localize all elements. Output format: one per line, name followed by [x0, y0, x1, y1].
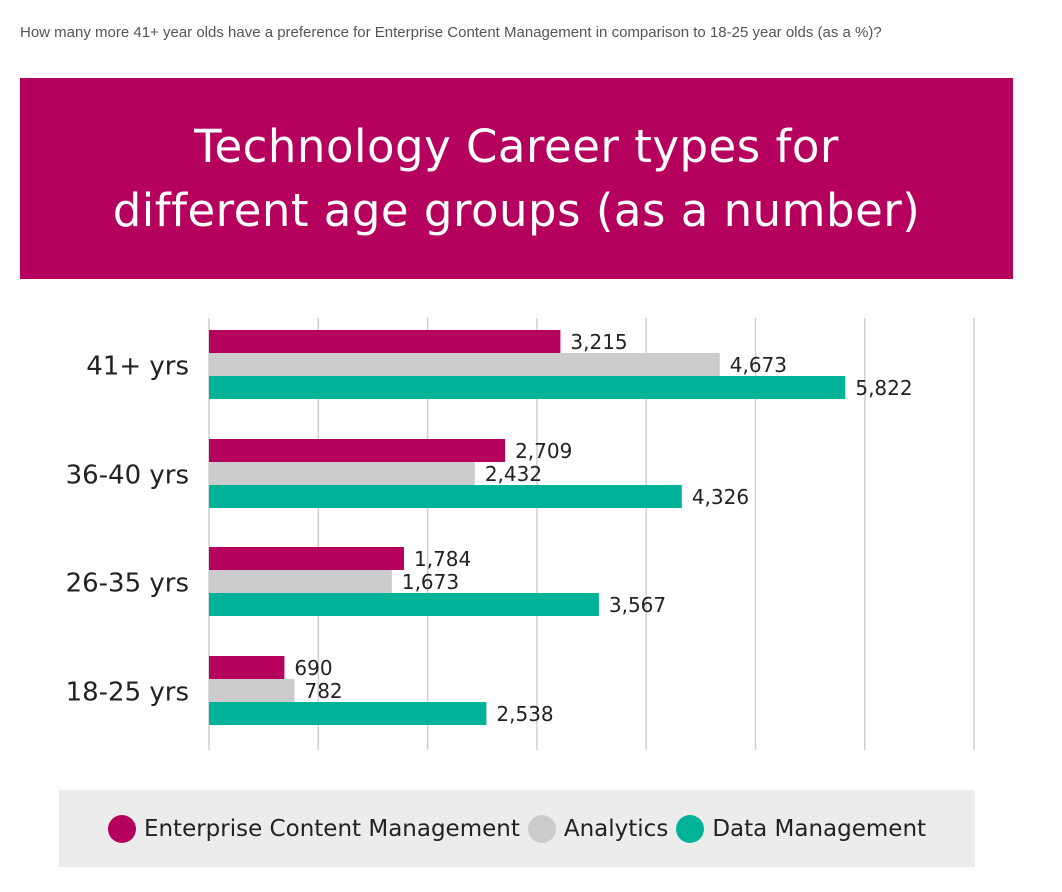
bar-analytics [209, 353, 720, 376]
bar-data-management [209, 702, 487, 725]
value-label: 2,709 [515, 439, 572, 463]
bar-analytics [209, 679, 295, 702]
value-label: 2,538 [496, 702, 553, 726]
legend: Enterprise Content Management Analytics Da… [59, 790, 975, 867]
chart-title-line-2: different age groups (as a number) [112, 183, 921, 237]
legend-label: Analytics [563, 815, 669, 842]
category-label: 26-35 yrs [66, 569, 189, 599]
bar-analytics [209, 570, 392, 593]
category-labels: 41+ yrs 36-40 yrs 26-35 yrs 18-25 yrs [66, 352, 189, 708]
value-label: 1,673 [402, 570, 459, 594]
value-label: 1,784 [414, 547, 471, 571]
legend-swatch [676, 814, 705, 843]
legend-swatch [107, 814, 136, 843]
bar-enterprise-content-management [209, 656, 285, 679]
bar-data-management [209, 485, 682, 508]
category-label: 41+ yrs [86, 352, 189, 382]
chart-title-banner: Technology Career types for different ag… [20, 78, 1013, 279]
bars [209, 330, 846, 725]
category-label: 36-40 yrs [66, 461, 189, 491]
legend-label: Data Management [712, 815, 927, 842]
bar-data-management [209, 376, 846, 399]
value-label: 4,326 [692, 485, 749, 509]
bar-enterprise-content-management [209, 330, 561, 353]
value-label: 2,432 [485, 462, 542, 486]
legend-item: Data Management [676, 814, 927, 843]
bar-analytics [209, 462, 475, 485]
value-label: 3,215 [570, 330, 627, 354]
value-label: 690 [294, 656, 332, 680]
value-label: 5,822 [855, 376, 912, 400]
legend-label: Enterprise Content Management [143, 815, 520, 842]
value-label: 3,567 [609, 593, 666, 617]
legend-item: Enterprise Content Management [107, 814, 520, 843]
legend-swatch [527, 814, 556, 843]
bar-data-management [209, 593, 599, 616]
bar-chart: 41+ yrs 36-40 yrs 26-35 yrs 18-25 yrs 3,215… [66, 318, 975, 750]
bar-enterprise-content-management [209, 547, 404, 570]
category-label: 18-25 yrs [66, 678, 189, 708]
bar-enterprise-content-management [209, 439, 506, 462]
question-text: How many more 41+ year olds have a prefe… [20, 24, 882, 41]
value-label: 782 [304, 679, 342, 703]
value-label: 4,673 [730, 353, 787, 377]
chart-title-line-1: Technology Career types for [194, 119, 839, 173]
legend-item: Analytics [527, 814, 669, 843]
